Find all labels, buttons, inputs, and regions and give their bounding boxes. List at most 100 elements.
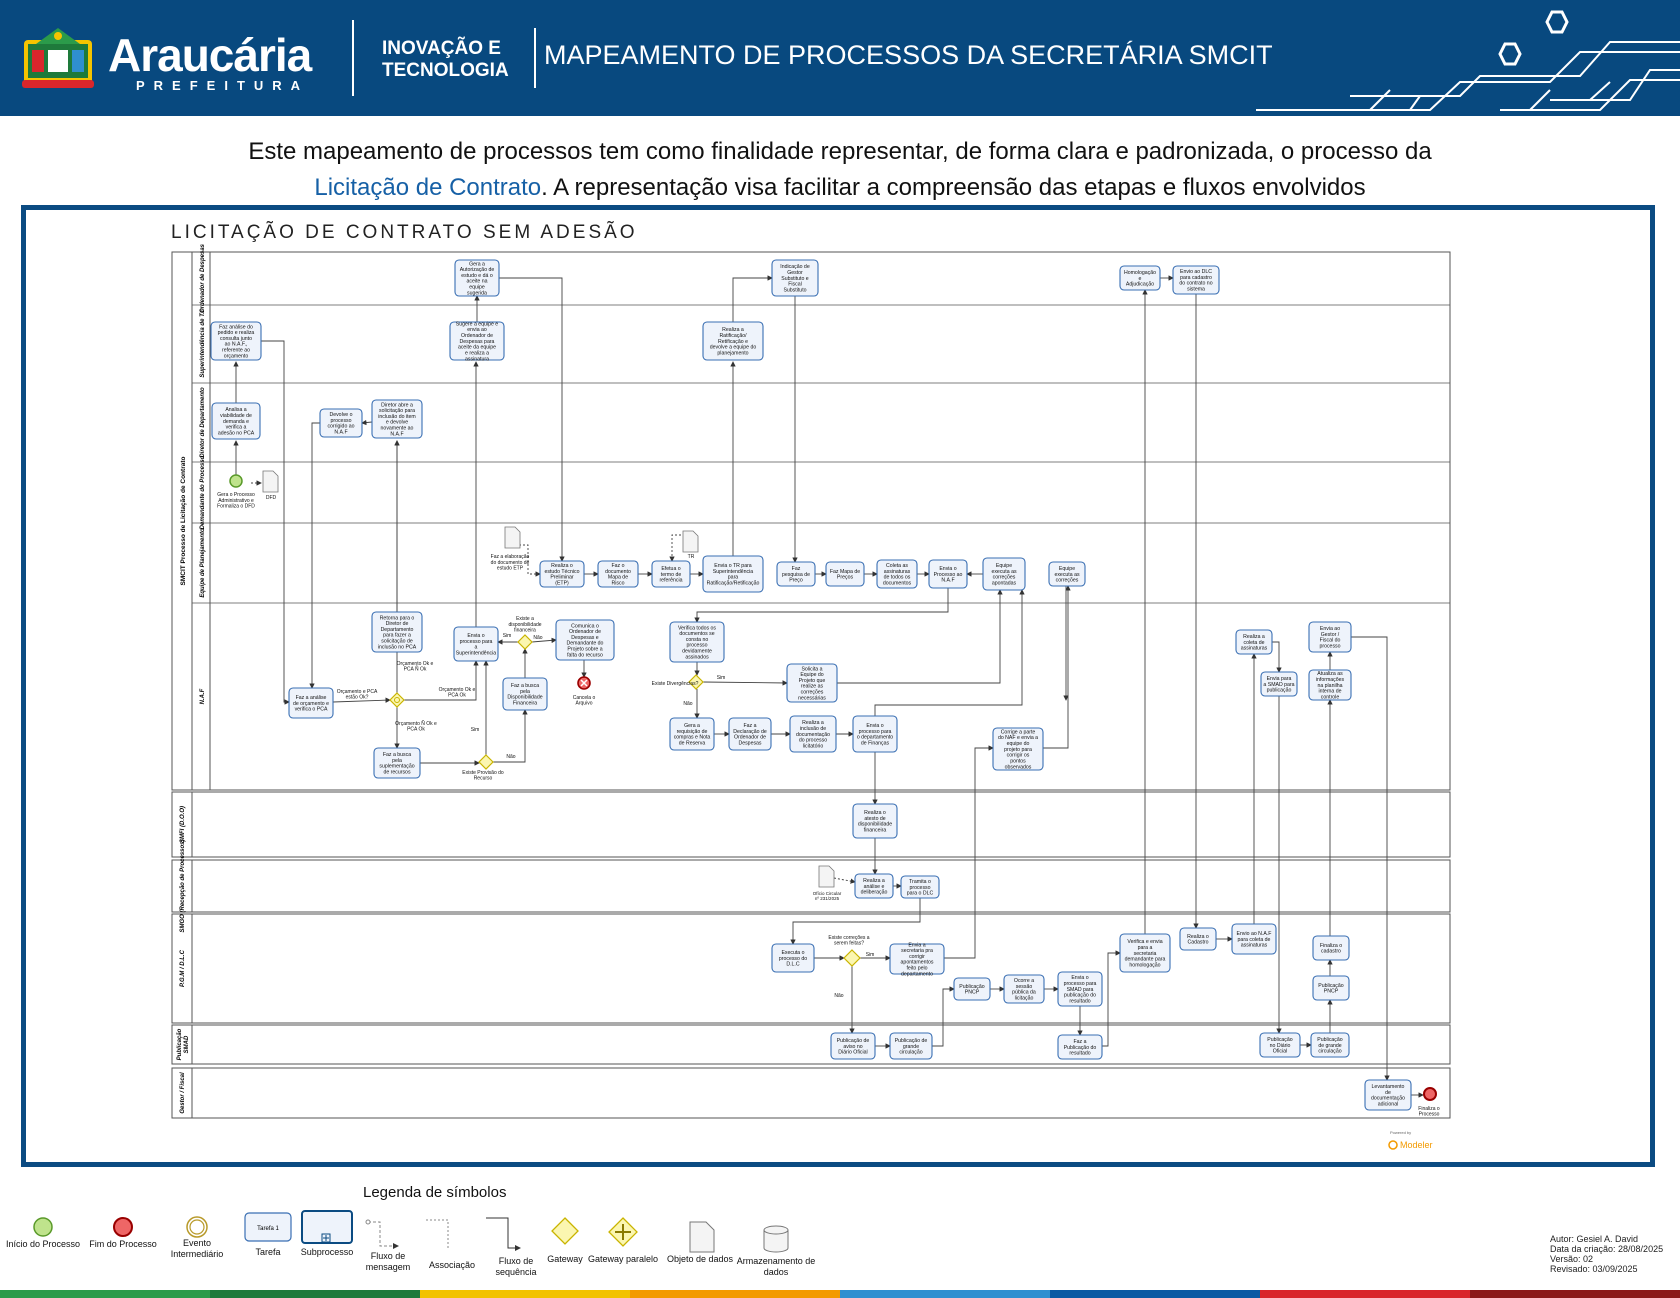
task-t-faz-pub-res[interactable]: Faz a Publicação do resultado <box>1057 1034 1103 1060</box>
task-t-termo[interactable]: Efetua o termo de referência <box>651 560 691 588</box>
task-t-busca-disp[interactable]: Faz a busca pela Disponibilidade Financeira <box>502 677 548 711</box>
legend-label-association: Associação <box>429 1260 475 1270</box>
color-stripe-segment <box>0 1290 210 1298</box>
task-label: Finaliza o cadastro <box>1320 943 1342 955</box>
legend-data-object-icon <box>689 1221 715 1253</box>
task-t-pesq[interactable]: Faz pesquisa de Preço <box>776 561 816 587</box>
sequence-flow <box>702 680 788 686</box>
task-t-realiza-incl[interactable]: Realiza a inclusão de documentação do proce… <box>789 715 837 753</box>
task-t-pub-diario[interactable]: Publicação no Diário Oficial <box>1259 1032 1301 1058</box>
task-t-busca-supl[interactable]: Faz a busca pela suplementação de recursos <box>373 747 421 779</box>
task-t-envia-smad[interactable]: Envia para a SMAD para publicação <box>1260 671 1298 697</box>
intro-text: Este mapeamento de processos tem como fi… <box>120 134 1560 206</box>
sequence-flow <box>944 745 994 959</box>
task-t-pub-grande2[interactable]: Publicação de grande circulação <box>1310 1032 1350 1058</box>
task-t-envia-super[interactable]: Envia o processo para a Superintendência <box>453 626 499 662</box>
gateway-g-orc[interactable] <box>389 692 405 708</box>
task-label: Realiza o Cadastro <box>1187 934 1209 946</box>
task-label: Faz a Declaração de Ordenador de Despesas <box>733 723 767 746</box>
task-t-atesto[interactable]: Realiza o atesto de disponibilidade finance… <box>852 803 898 839</box>
task-t-risco[interactable]: Faz o documento Mapa de Risco <box>597 560 639 588</box>
task-t-envio-dlc[interactable]: Envio ao DLC para cadastro do contrato no s… <box>1172 265 1220 295</box>
pool <box>171 251 1451 791</box>
task-t-envia-tr[interactable]: Envia o TR para Superintendência para Ratif… <box>702 555 764 593</box>
task-t-realiza-cad[interactable]: Realiza o Cadastro <box>1179 927 1217 951</box>
task-t-retorna[interactable]: Retorna para o Diretor de Departamento para… <box>371 611 423 653</box>
task-t-equipe-exec1[interactable]: Equipe executa as correções apontadas <box>982 557 1026 591</box>
gateway-label: Orçamento Ok e PCA Ok <box>439 687 476 699</box>
pool <box>171 859 1451 913</box>
task-t-solicita[interactable]: Solicita a Equipe do Projeto que realize as… <box>786 663 838 703</box>
task-t-finaliza-cad[interactable]: Finaliza o cadastro <box>1312 935 1350 961</box>
task-t-faz-analise-orc[interactable]: Faz a análise de orçamento e verifica o PC… <box>288 687 334 719</box>
task-t-devolve[interactable]: Devolve o processo corrigido ao N.A.F <box>319 408 363 438</box>
task-t-faz-decl[interactable]: Faz a Declaração de Ordenador de Despesas <box>728 717 772 751</box>
task-label: Devolve o processo corrigido ao N.A.F <box>327 412 354 435</box>
task-t-indica[interactable]: Indicação de Gestor Substituto e Fiscal Subs… <box>771 259 819 297</box>
task-label: Realiza a Ratificação/Retificação e devolv… <box>710 327 757 356</box>
legend-sequence-flow-icon <box>486 1217 521 1251</box>
task-label: Faz a Publicação do resultado <box>1064 1039 1097 1057</box>
task-t-realiza-coleta[interactable]: Realiza a coleta de assinaturas <box>1235 629 1273 655</box>
task-label: Envia o Processo ao N.A.F <box>934 566 963 584</box>
task-t-atualiza[interactable]: Atualiza as informações na planilha interna… <box>1308 669 1352 701</box>
intro-line-2: . A representação visa facilitar a compr… <box>541 174 1366 201</box>
task-t-diretor-abre[interactable]: Diretor abre a solicitação para inclusão d… <box>371 399 423 439</box>
task-t-verifica-envia[interactable]: Verifica e envia para a secretaria demandan… <box>1119 933 1171 973</box>
task-t-comunica[interactable]: Comunica o Ordenador de Despesas e Demandan… <box>555 619 615 661</box>
gateway-g-disp[interactable]: Existe a disponibilidade financeira <box>508 616 542 650</box>
lane-label: SMGO (Recepção de Processos) <box>180 839 186 932</box>
gateway-label: Existe correções a serem feitas? <box>828 935 869 947</box>
task-t-verifica-docs[interactable]: Verifica todos os documentos se consta no p… <box>669 621 725 663</box>
task-t-levantamento[interactable]: Levantamento de documentação adicional <box>1364 1079 1412 1111</box>
task-t-envia-fin[interactable]: Envia o processo para o departamento de Fin… <box>852 715 898 753</box>
task-t-envio-naf-col[interactable]: Envio ao N.A.F para coleta de assinaturas <box>1231 923 1277 955</box>
task-t-homolog[interactable]: Homologação e Adjudicação <box>1119 265 1161 291</box>
gateway-g-prov[interactable]: Existe Provisão do Recurso <box>462 754 504 782</box>
version: Versão: 02 <box>1550 1254 1594 1264</box>
sequence-flow <box>515 544 541 577</box>
task-t-equipe-exec2[interactable]: Equipe executa as correções <box>1048 561 1086 587</box>
sequence-flow <box>790 898 921 945</box>
intro-line-1: Este mapeamento de processos tem como fi… <box>248 138 1432 165</box>
end-event-icon[interactable] <box>1423 1087 1437 1101</box>
gateway-g-corr[interactable]: Existe correções a serem feitas? <box>828 935 870 967</box>
task-t-envia-smad-res[interactable]: Envia o processo para SMAD para publicação … <box>1057 971 1103 1007</box>
diagram-frame <box>21 205 1655 1167</box>
start-event-icon[interactable] <box>229 474 243 488</box>
task-t-mapa-preco[interactable]: Faz Mapa de Preços <box>825 561 865 587</box>
task-t-pub-grande1[interactable]: Publicação de grande circulação <box>889 1032 933 1060</box>
task-t-sugere[interactable]: Sugere a equipe e envia ao Ordenador de Des… <box>449 321 505 362</box>
task-t-tramita[interactable]: Tramita o processo para o DLC <box>900 875 940 899</box>
header-divider <box>352 20 354 96</box>
task-label: Publicação PNCP <box>1318 983 1343 995</box>
sequence-flow <box>1102 950 1121 1047</box>
task-label: Realiza a inclusão de documentação do proce… <box>796 720 830 749</box>
task-t-corrige[interactable]: Corrige a parte do NAF e envia a equipe do… <box>992 727 1044 771</box>
legend-message-flow-icon <box>368 1221 399 1249</box>
task-t-gera-req[interactable]: Gera a requisição de compras e Nota de Rese… <box>669 717 715 751</box>
task-t-pub-aviso[interactable]: Publicação de aviso no Diário Oficial <box>830 1032 876 1060</box>
task-t-pub-pncp1[interactable]: Publicação PNCP <box>953 977 991 1001</box>
task-t-coleta[interactable]: Coleta as assinaturas de todos os documento… <box>876 559 918 589</box>
task-label: Atualiza as informações na planilha interna… <box>1316 671 1345 700</box>
task-t-ratif[interactable]: Realiza a Ratificação/Retificação e devolv… <box>702 321 764 361</box>
task-t-etp[interactable]: Realiza o estudo Técnico Preliminar (ETP) <box>539 560 585 588</box>
task-label: Faz a busca pela suplementação de recursos <box>379 752 414 775</box>
task-label: Envia a secretaria pra corrigir apontamento… <box>901 942 934 977</box>
data-object-label: Faz a elaboração do documento de estudo ET… <box>491 554 530 571</box>
legend-task-inner: Tarefa 1 <box>257 1226 279 1232</box>
lane-label: Demandante do Processo <box>200 455 206 529</box>
task-t-envia-sec[interactable]: Envia a secretaria pra corrigir apontamento… <box>889 942 945 977</box>
task-t-gera-aut[interactable]: Gera a Autorização de estudo e dá o aceite … <box>454 259 500 297</box>
task-t-faz-analise-pedido[interactable]: Faz análise do pedido e realiza consulta j… <box>210 321 262 361</box>
legend-label-end: Fim do Processo <box>89 1239 157 1249</box>
task-t-envia-gestor[interactable]: Envia ao Gestor / Fiscal do processo <box>1308 621 1352 653</box>
task-t-sessao[interactable]: Ocorre a sessão pública da licitação <box>1003 974 1045 1004</box>
task-t-envia-naf[interactable]: Envia o Processo ao N.A.F <box>928 559 968 589</box>
task-t-analise-delib[interactable]: Realiza a análise e deliberação <box>854 873 894 899</box>
gateway-g-diverg[interactable]: Existe Divergências? <box>652 674 704 690</box>
task-t-analisa[interactable]: Analisa a viabilidade de demanda e verifica… <box>211 402 261 440</box>
task-t-pub-pncp2[interactable]: Publicação PNCP <box>1312 975 1350 1001</box>
task-t-executa-dlc[interactable]: Executa o processo do D.L.C <box>771 943 815 973</box>
